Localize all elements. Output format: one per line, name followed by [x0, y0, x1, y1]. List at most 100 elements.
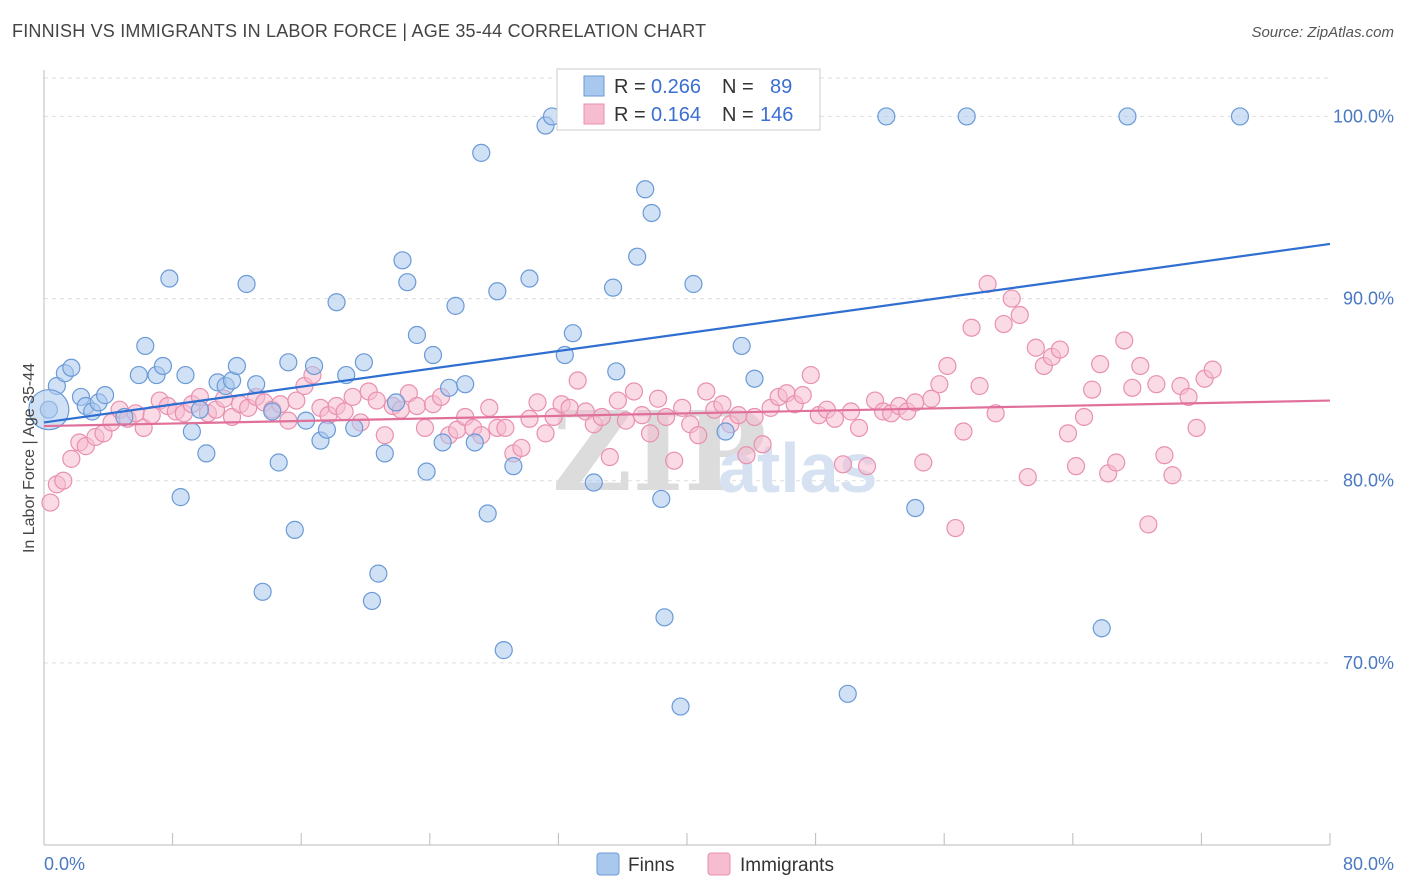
immigrants-point — [922, 389, 941, 408]
finns-point — [563, 324, 582, 343]
finns-point — [317, 420, 337, 439]
finns-point — [327, 293, 346, 312]
finns-point — [504, 457, 523, 476]
immigrants-point — [793, 386, 812, 405]
immigrants-point — [1050, 340, 1070, 359]
finns-point — [433, 433, 452, 452]
finns-legend-swatch — [583, 75, 605, 97]
finns-point — [227, 356, 246, 376]
immigrants-point — [1066, 457, 1086, 476]
finns-point — [456, 375, 475, 394]
finns-point — [607, 362, 626, 381]
immigrants-point — [954, 422, 973, 441]
immigrants-point — [62, 449, 81, 468]
immigrants-point — [1074, 407, 1094, 427]
immigrants-point — [833, 455, 853, 474]
immigrants-point — [616, 411, 636, 430]
immigrants-point — [520, 409, 539, 428]
immigrants-point — [480, 398, 499, 417]
finns-point — [247, 375, 266, 394]
immigrants-point — [665, 451, 684, 470]
immigrants-point — [697, 382, 716, 401]
finns-point — [439, 378, 459, 397]
finns-point — [520, 269, 539, 288]
immigrants-r-value: 0.164 — [651, 104, 701, 126]
immigrants-point — [600, 447, 619, 467]
finns-point — [375, 444, 394, 463]
finns-point — [362, 591, 382, 611]
immigrants-point — [1147, 375, 1166, 394]
finns-bottom-swatch — [596, 852, 620, 876]
immigrants-point — [962, 318, 981, 337]
y-tick-label: 90.0% — [1343, 289, 1394, 309]
y-tick-label: 70.0% — [1343, 653, 1394, 673]
y-tick-label: 100.0% — [1333, 106, 1394, 126]
finns-point — [423, 345, 443, 365]
finns-point — [488, 282, 507, 301]
finns-points — [28, 107, 1250, 716]
immigrants-point — [1179, 387, 1198, 407]
finns-point — [642, 203, 661, 223]
finns-point — [253, 582, 272, 601]
immigrants-point — [536, 424, 555, 443]
finns-point — [603, 278, 623, 297]
finns-point — [182, 422, 201, 441]
immigrants-point — [640, 424, 660, 443]
immigrants-point — [930, 375, 949, 394]
finns-point — [285, 520, 304, 539]
finns-point — [62, 358, 81, 377]
immigrants-point — [287, 391, 306, 410]
finns-point — [417, 462, 436, 481]
source-label: Source: ZipAtlas.com — [1251, 24, 1394, 41]
finns-point — [263, 402, 282, 421]
finns-point — [190, 400, 210, 419]
immigrants-point — [528, 393, 547, 412]
immigrants-point — [1002, 289, 1021, 308]
finns-point — [171, 488, 190, 507]
finns-point — [652, 489, 671, 509]
y-tick-labels: 70.0% 80.0% 90.0% 100.0% — [1333, 106, 1394, 672]
immigrants-point — [560, 398, 579, 417]
x-tick-label-min: 0.0% — [44, 854, 85, 874]
immigrants-n-label: N = — [722, 104, 754, 126]
finns-point — [446, 296, 465, 315]
immigrants-point — [737, 446, 756, 465]
immigrants-point — [1187, 418, 1206, 437]
immigrants-point — [1139, 515, 1158, 534]
immigrants-point — [994, 314, 1013, 334]
immigrants-point — [986, 404, 1005, 423]
immigrants-point — [689, 426, 708, 445]
finns-point — [465, 433, 484, 452]
finns-point — [269, 453, 288, 472]
finns-point — [1092, 619, 1111, 638]
immigrants-point — [946, 518, 965, 538]
immigrants-point — [648, 389, 668, 408]
immigrants-point — [849, 418, 869, 437]
immigrants-point — [1107, 453, 1126, 472]
finns-point — [655, 608, 674, 627]
immigrants-point — [1018, 467, 1037, 487]
immigrants-point — [512, 438, 531, 458]
immigrants-point — [801, 365, 820, 385]
immigrants-point — [753, 435, 772, 454]
finns-point — [136, 336, 155, 356]
immigrants-r-label: R = — [614, 104, 646, 126]
finns-point — [732, 336, 751, 356]
finns-point — [197, 444, 216, 463]
finns-point — [95, 386, 115, 405]
finns-point — [584, 473, 603, 492]
immigrants-points — [41, 274, 1222, 538]
immigrants-point — [1026, 338, 1045, 357]
immigrants-point — [970, 376, 989, 396]
trend-lines — [43, 242, 1331, 428]
finns-point — [386, 393, 406, 412]
finns-point — [153, 356, 173, 376]
immigrants-point — [1163, 466, 1182, 485]
finns-point — [354, 353, 373, 372]
finns-point — [478, 504, 497, 523]
immigrants-point — [568, 371, 587, 390]
immigrants-n-value: 146 — [760, 104, 793, 126]
finns-point — [393, 251, 412, 270]
chart-title: FINNISH VS IMMIGRANTS IN LABOR FORCE | A… — [12, 21, 707, 41]
finns-point — [345, 418, 364, 437]
